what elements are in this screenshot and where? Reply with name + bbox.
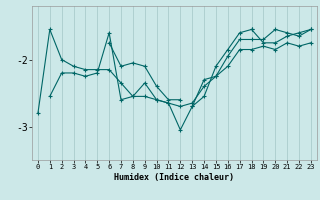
X-axis label: Humidex (Indice chaleur): Humidex (Indice chaleur) xyxy=(115,173,234,182)
